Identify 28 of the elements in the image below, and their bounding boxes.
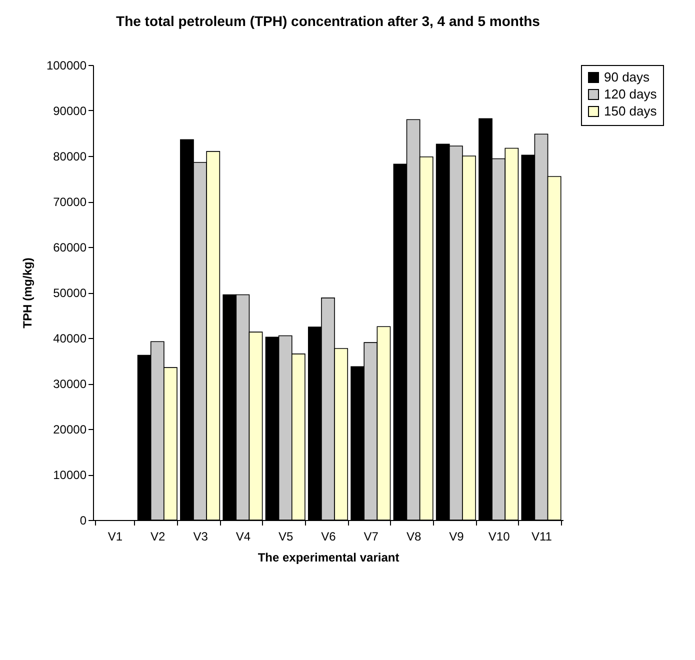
x-tick-label: V1 [108,530,123,544]
legend-label: 90 days [604,70,650,84]
y-tick-label: 60000 [53,240,87,254]
y-tick-label: 70000 [53,195,87,209]
x-tick-label: V4 [236,530,251,544]
x-tick-label: V8 [406,530,422,544]
x-tick-label: V7 [364,530,379,544]
chart-title: The total petroleum (TPH) concentration after 3, 4 and 5 months [116,13,540,29]
y-tick-label: 100000 [46,58,87,72]
y-tick-label: 0 [80,514,87,528]
y-tick-label: 80000 [53,150,87,164]
y-tick-label: 50000 [53,286,87,300]
x-tick-label: V6 [321,530,336,544]
y-tick-label: 10000 [53,468,87,482]
x-tick-label: V10 [488,530,510,544]
y-tick-label: 90000 [53,104,87,118]
legend-label: 120 days [604,86,658,102]
y-axis-title: TPH (mg/kg) [20,258,34,328]
y-tick-label: 40000 [53,332,87,346]
y-tick-label: 30000 [53,377,87,391]
y-tick-label: 20000 [53,422,87,436]
x-tick-label: V2 [150,530,166,544]
x-tick-label: V3 [193,530,208,544]
x-tick-label: V5 [278,530,294,544]
x-tick-label: V11 [532,530,552,544]
x-tick-label: V9 [449,530,464,544]
legend-label: 150 days [604,104,658,118]
x-axis-title: The experimental variant [258,550,400,564]
